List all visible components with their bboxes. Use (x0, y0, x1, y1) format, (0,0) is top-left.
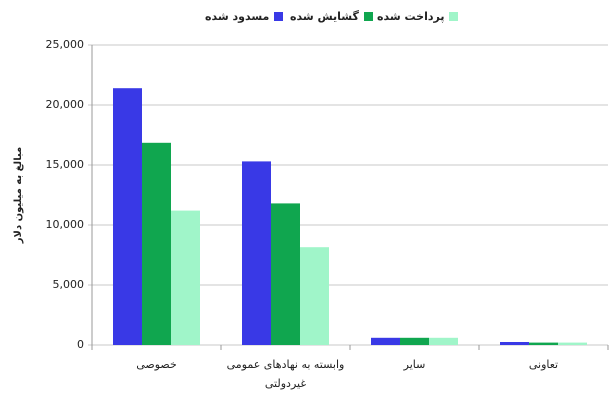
y-tick-label: 25,000 (46, 38, 85, 51)
bar (242, 161, 271, 345)
legend-item: گشایش شده (290, 10, 373, 23)
bar (400, 337, 429, 345)
legend-item: مسدود شده (205, 10, 284, 23)
bar (371, 337, 400, 345)
bar (271, 203, 300, 345)
bar (500, 342, 529, 345)
y-tick-label: 15,000 (46, 158, 85, 171)
x-tick-label: سایر (403, 358, 426, 371)
legend-item: پرداخت شده (377, 10, 459, 23)
legend-label: پرداخت شده (377, 10, 445, 23)
y-tick-label: 0 (77, 338, 84, 351)
x-tick-label: تعاونی (528, 358, 559, 371)
y-tick-label: 5,000 (53, 278, 85, 291)
bar (300, 247, 329, 345)
x-tick-label: خصوصی (136, 358, 177, 371)
legend-swatch (449, 12, 459, 21)
bar (142, 142, 171, 345)
y-axis-label: مبالغ به میلیون دلار (13, 147, 24, 244)
y-tick-label: 20,000 (46, 98, 85, 111)
legend-swatch (274, 12, 284, 21)
bar (558, 342, 587, 345)
y-tick-label: 10,000 (46, 218, 85, 231)
legend-swatch (363, 12, 373, 21)
legend-label: گشایش شده (290, 10, 359, 23)
bar (171, 210, 200, 345)
bar (529, 342, 558, 345)
x-tick-label: وابسته به نهادهای عمومی غیردولتی (226, 358, 345, 390)
legend-label: مسدود شده (205, 10, 270, 23)
bar (113, 88, 142, 345)
bar (429, 337, 458, 345)
